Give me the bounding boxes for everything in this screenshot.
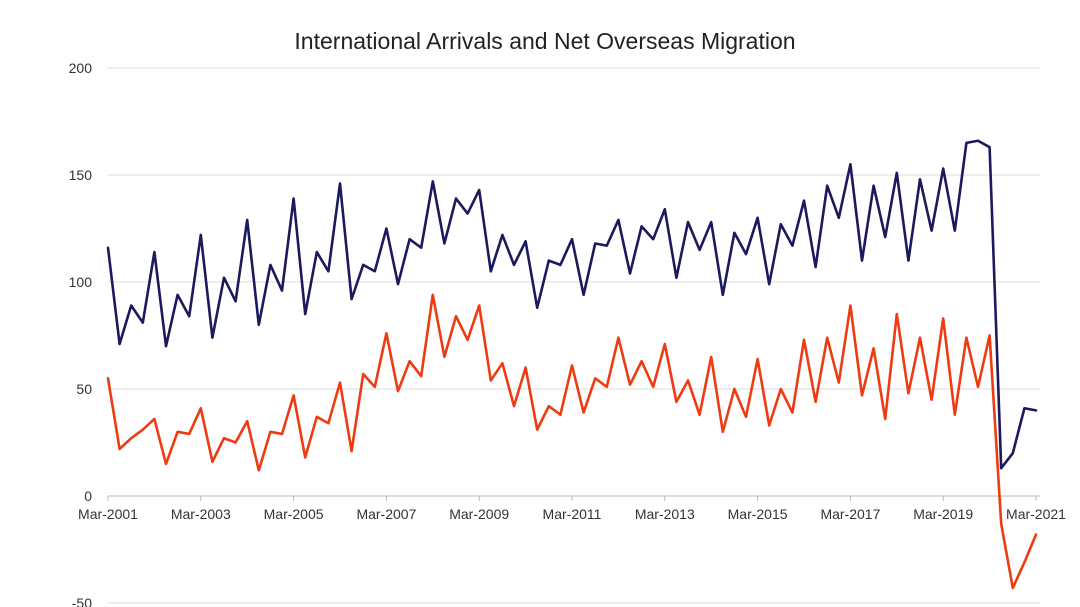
y-tick-label: -50 (72, 595, 92, 607)
y-tick-label: 150 (69, 167, 93, 183)
x-tick-label: Mar-2011 (543, 506, 602, 522)
series-line-1 (106, 139, 1038, 470)
x-tick-label: Mar-2009 (449, 506, 509, 522)
y-tick-label: 0 (84, 488, 92, 504)
x-tick-label: Mar-2017 (820, 506, 880, 522)
x-tick-label: Mar-2021 (1006, 506, 1066, 522)
y-tick-label: 50 (76, 381, 92, 397)
x-tick-label: Mar-2015 (728, 506, 788, 522)
series-line-2 (106, 293, 1038, 590)
y-axis-ticks: -50 0 50 100 150 200 (69, 60, 93, 607)
gridlines (108, 67, 1040, 604)
x-tick-label: Mar-2005 (264, 506, 324, 522)
x-tick-label: Mar-2001 (78, 506, 138, 522)
y-tick-label: 200 (69, 60, 93, 76)
x-tick-label: Mar-2007 (356, 506, 416, 522)
y-tick-label: 100 (69, 274, 93, 290)
x-tick-label: Mar-2003 (171, 506, 231, 522)
chart-title: International Arrivals and Net Overseas … (294, 28, 795, 54)
x-axis-ticks: Mar-2001 Mar-2003 Mar-2005 Mar-2007 Mar-2009… (78, 496, 1066, 522)
x-tick-label: Mar-2013 (635, 506, 695, 522)
series-lines (106, 139, 1038, 590)
x-tick-label: Mar-2019 (913, 506, 973, 522)
